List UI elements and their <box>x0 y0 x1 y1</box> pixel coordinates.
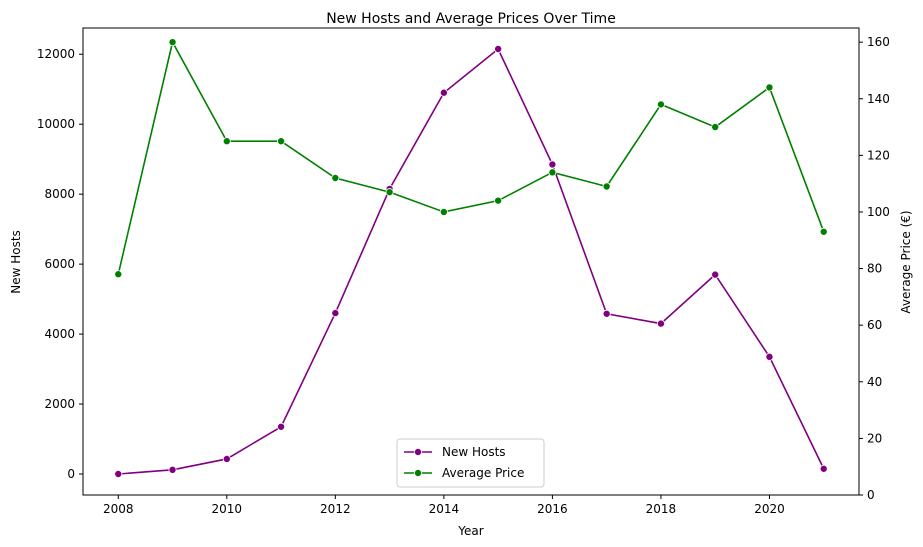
y2-tick-label: 160 <box>867 35 890 49</box>
data-point-average-price <box>494 196 503 205</box>
y2-tick-label: 20 <box>867 431 882 445</box>
y2-tick-label: 60 <box>867 318 882 332</box>
data-point-new-hosts <box>114 470 123 479</box>
y-tick-label: 10000 <box>37 117 75 131</box>
y2-tick-label: 80 <box>867 262 882 276</box>
legend: New Hosts Average Price <box>396 438 545 488</box>
x-tick-label: 2016 <box>537 502 568 516</box>
x-tick-label: 2018 <box>646 502 677 516</box>
chart-title: New Hosts and Average Prices Over Time <box>326 11 616 27</box>
y2-axis-label: Average Price (€) <box>899 210 913 313</box>
data-point-average-price <box>168 38 177 47</box>
data-point-new-hosts <box>168 465 177 474</box>
data-point-new-hosts <box>602 309 611 318</box>
data-point-new-hosts <box>656 319 665 328</box>
data-point-average-price <box>277 137 286 146</box>
series-line-new-hosts <box>118 47 825 475</box>
y-tick-label: 12000 <box>37 47 75 61</box>
plot-area <box>82 27 860 496</box>
y2-tick-label: 0 <box>867 488 875 502</box>
data-point-new-hosts <box>711 270 720 279</box>
legend-box <box>396 438 545 488</box>
data-point-average-price <box>548 168 557 177</box>
legend-label-average-price: Average Price <box>442 466 524 480</box>
y-axis-label: New Hosts <box>9 230 23 294</box>
y2-tick-label: 120 <box>867 148 890 162</box>
data-point-average-price <box>439 207 448 216</box>
data-point-new-hosts <box>548 160 557 169</box>
x-axis-ticks: 2008 2010 2012 2014 2016 2018 2020 <box>103 495 785 516</box>
y-tick-label: 2000 <box>44 397 75 411</box>
x-tick-label: 2012 <box>320 502 351 516</box>
data-point-average-price <box>656 100 665 109</box>
series-line-average-price <box>117 39 825 275</box>
data-point-average-price <box>114 270 123 279</box>
y-tick-label: 6000 <box>44 257 75 271</box>
y-axis-ticks: 0 2000 4000 6000 8000 10000 12000 <box>37 47 83 481</box>
data-point-new-hosts <box>222 454 231 463</box>
y-tick-label: 0 <box>67 467 75 481</box>
x-tick-label: 2008 <box>103 502 134 516</box>
y2-axis-ticks: 0 20 40 60 80 100 120 140 160 <box>859 35 890 502</box>
data-point-average-price <box>711 123 720 132</box>
y2-tick-label: 140 <box>867 92 890 106</box>
data-point-average-price <box>222 137 231 146</box>
x-tick-label: 2014 <box>429 502 460 516</box>
x-tick-label: 2020 <box>754 502 785 516</box>
data-point-new-hosts <box>277 422 286 431</box>
data-point-new-hosts <box>819 464 828 473</box>
data-point-new-hosts <box>439 88 448 97</box>
legend-label-new-hosts: New Hosts <box>442 445 506 459</box>
data-point-new-hosts <box>765 352 774 361</box>
data-point-average-price <box>385 188 394 197</box>
data-point-average-price <box>819 227 828 236</box>
data-point-average-price <box>765 83 774 92</box>
legend-marker-new-hosts <box>413 447 422 456</box>
series-layer <box>114 38 828 479</box>
data-point-new-hosts <box>331 309 340 318</box>
x-axis-label: Year <box>457 524 483 538</box>
y-tick-label: 4000 <box>44 327 75 341</box>
data-point-new-hosts <box>494 44 503 53</box>
y2-tick-label: 100 <box>867 205 890 219</box>
y2-tick-label: 40 <box>867 375 882 389</box>
data-point-average-price <box>602 182 611 191</box>
legend-marker-average-price <box>413 468 422 477</box>
x-tick-label: 2010 <box>212 502 243 516</box>
data-point-average-price <box>331 174 340 183</box>
y-tick-label: 8000 <box>44 187 75 201</box>
